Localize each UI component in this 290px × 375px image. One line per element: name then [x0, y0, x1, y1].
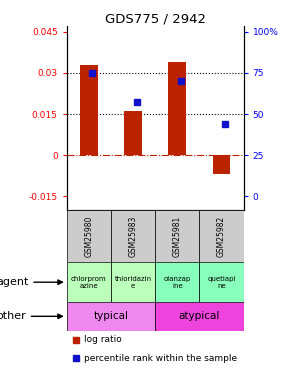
Bar: [111, 210, 155, 262]
Bar: [111, 262, 155, 302]
Bar: [200, 262, 244, 302]
Text: GSM25983: GSM25983: [128, 216, 137, 257]
Bar: [168, 62, 186, 155]
Text: typical: typical: [93, 311, 128, 321]
Bar: [80, 64, 98, 155]
Bar: [155, 210, 199, 262]
Bar: [124, 111, 142, 155]
Bar: [155, 262, 199, 302]
Text: thioridazin
e: thioridazin e: [115, 276, 152, 289]
Title: GDS775 / 2942: GDS775 / 2942: [105, 12, 206, 25]
Text: chlorprom
azine: chlorprom azine: [71, 276, 107, 289]
Text: atypical: atypical: [179, 311, 220, 321]
Bar: [67, 262, 111, 302]
Bar: [67, 302, 155, 331]
Text: percentile rank within the sample: percentile rank within the sample: [84, 354, 238, 363]
Text: other: other: [0, 311, 62, 321]
Text: agent: agent: [0, 277, 62, 287]
Text: GSM25982: GSM25982: [217, 216, 226, 257]
Text: olanzap
ine: olanzap ine: [164, 276, 191, 289]
Bar: [200, 210, 244, 262]
Text: GSM25980: GSM25980: [84, 216, 93, 257]
Text: GSM25981: GSM25981: [173, 216, 182, 257]
Text: log ratio: log ratio: [84, 335, 122, 344]
Bar: [213, 155, 230, 174]
Bar: [155, 302, 244, 331]
Bar: [67, 210, 111, 262]
Text: quetiapi
ne: quetiapi ne: [207, 276, 236, 289]
